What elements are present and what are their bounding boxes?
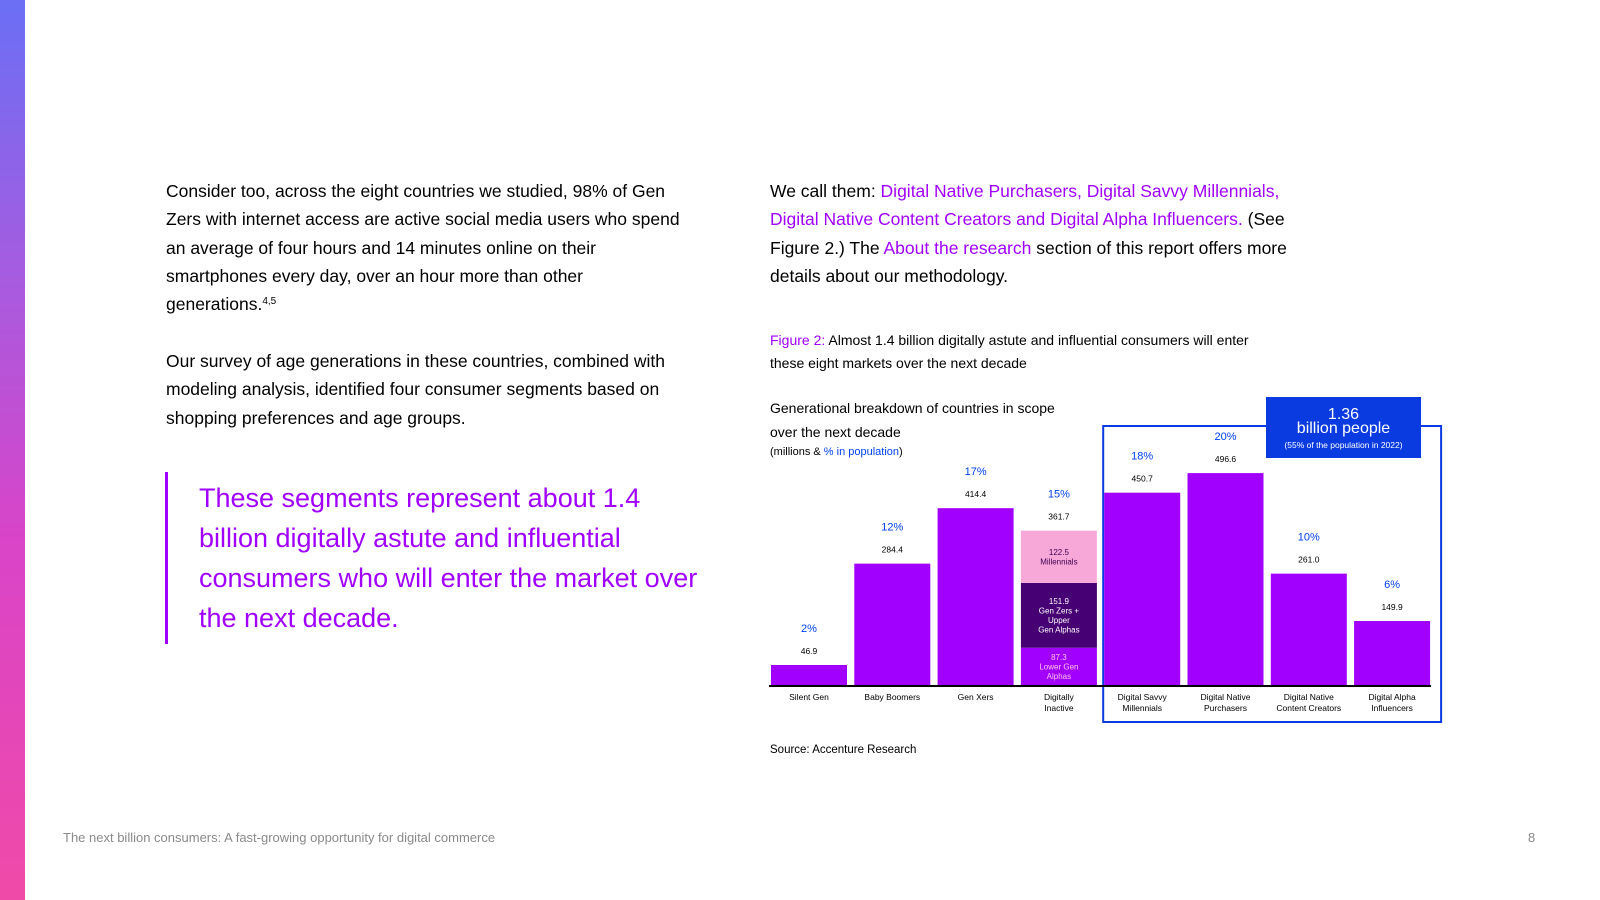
bar-value-label: 361.7 [1048,512,1070,522]
segments-middle: (See Figure 2.) The [770,209,1285,258]
chart-units: (millions & % in population) [770,446,903,458]
bar [771,664,847,685]
highlight-unit: billion people [1296,420,1391,437]
bar-value-label: 496.6 [1215,454,1237,464]
category-label: Digital Native [1200,692,1250,702]
side-gradient-bar [0,0,25,900]
category-label: Digital Native [1284,692,1334,702]
bar-percent-label: 15% [1048,489,1070,501]
stack-segment-label: Gen Alphas [1038,626,1079,635]
category-label: Digital Savvy [1118,692,1168,702]
category-label: Inactive [1044,703,1074,713]
segments-end: section of this report offers more detai… [770,237,1287,286]
stack-segment [1020,530,1097,583]
intro-paragraph-text: Consider too, across the eight countries… [166,181,680,315]
survey-paragraph: Our survey of age generations in these c… [166,351,666,428]
stack-segment-label: Alphas [1047,672,1071,681]
bar [937,508,1014,685]
category-label: Content Creators [1276,703,1341,713]
bar [1104,492,1181,685]
stack-segment-label: Lower Gen [1039,662,1078,671]
stack-segment-label: Upper [1048,616,1070,625]
bar-percent-label: 6% [1384,579,1400,591]
quote-accent-bar [165,472,168,644]
footnote-ref[interactable]: 4,5 [262,296,277,308]
segments-paragraph: We call them: Digital Native Purchasers,… [770,177,1330,290]
segments-intro: We call them: [770,181,881,201]
bar [1270,573,1347,685]
category-label: Purchasers [1204,703,1247,713]
bar-percent-label: 2% [801,623,817,635]
bar-percent-label: 17% [965,466,987,478]
stack-segment-label: 122.5 [1049,548,1070,557]
figure-caption-text: Almost 1.4 billion digitally astute and … [770,332,1249,371]
stack-segment [1020,647,1097,685]
bar-value-label: 46.9 [801,646,818,656]
bar-percent-label: 20% [1214,431,1236,443]
figure-label: Figure 2: [770,332,826,348]
highlight-note: (55% of the population in 2022) [1284,440,1403,450]
category-label: Baby Boomers [864,692,920,702]
bar-value-label: 414.4 [965,489,987,499]
bar-value-label: 261.0 [1298,555,1320,565]
footer-title: The next billion consumers: A fast-growi… [63,830,496,845]
category-label: Digitally [1044,692,1075,702]
stack-segment-label: 87.3 [1051,653,1067,662]
bar-value-label: 284.4 [882,545,904,555]
category-label: Influencers [1371,703,1413,713]
category-label: Millennials [1122,703,1162,713]
category-label: Digital Alpha [1368,692,1416,702]
stack-segment-label: Millennials [1040,558,1077,567]
category-label: Gen Xers [958,692,994,702]
chart-title: Generational breakdown of countries in s… [770,400,1055,440]
units-highlight: % in population [823,446,900,458]
stack-segment-label: Gen Zers + [1039,607,1080,616]
units-prefix: (millions & [770,446,824,458]
bar-value-label: 149.9 [1381,602,1403,612]
bar-percent-label: 18% [1131,451,1153,463]
category-label: Silent Gen [789,692,829,702]
highlight-value: 1.36 [1327,406,1360,423]
segments-link[interactable]: Digital Native Purchasers, Digital Savvy… [770,181,1280,230]
about-research-link[interactable]: About the research [883,237,1032,258]
stack-segment-label: 151.9 [1049,597,1070,606]
intro-paragraph: Consider too, across the eight countries… [166,177,686,318]
bar [1187,473,1264,685]
bar-value-label: 450.7 [1132,474,1154,484]
bar [854,563,931,685]
pull-quote: These segments represent about 1.4 billi… [199,483,698,633]
figure-caption: Figure 2: Almost 1.4 billion digitally a… [770,329,1250,375]
units-suffix: ) [899,446,903,458]
bar-percent-label: 10% [1298,532,1320,544]
total-highlight-box: 1.36 billion people (55% of the populati… [1266,397,1421,458]
bar [1354,621,1431,685]
page-number: 8 [1528,830,1536,845]
stack-segment [1020,582,1097,648]
chart-source: Source: Accenture Research [770,744,917,756]
bar-percent-label: 12% [881,522,903,534]
